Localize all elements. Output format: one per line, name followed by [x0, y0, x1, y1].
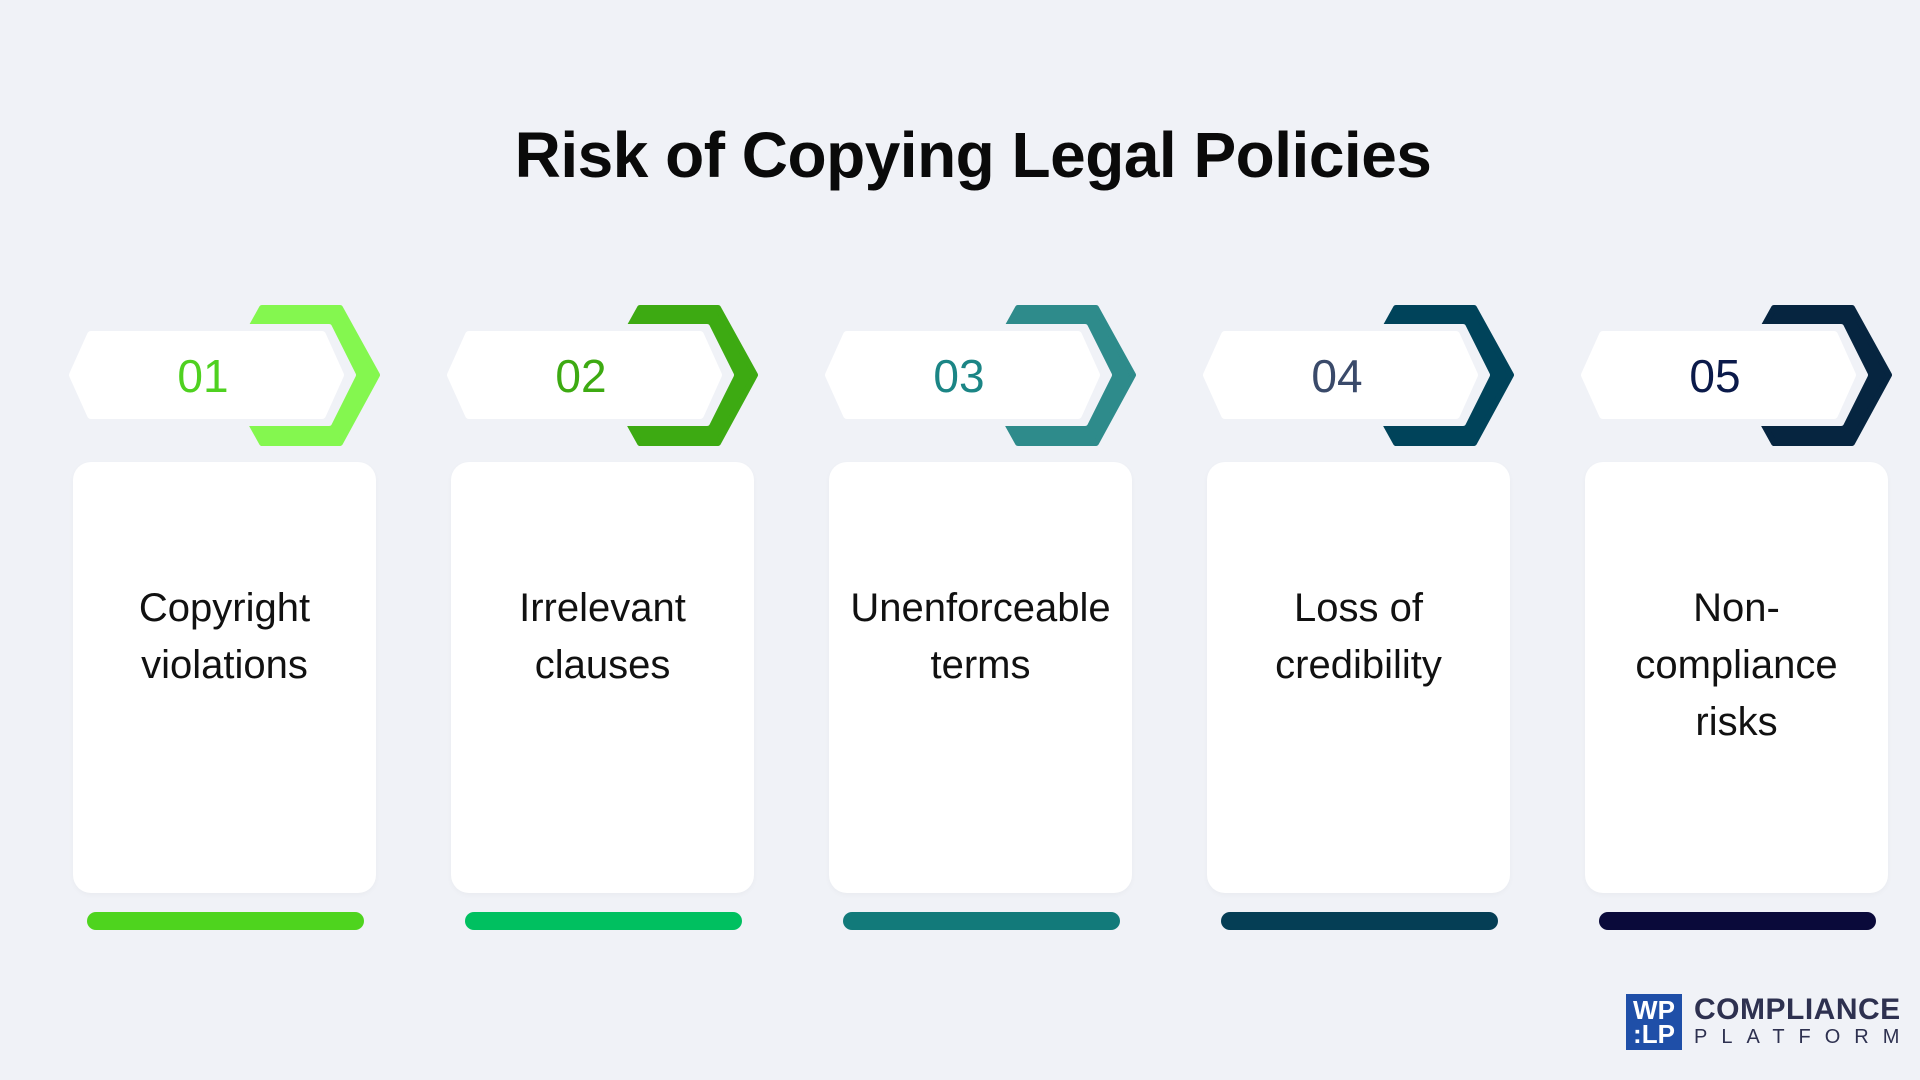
chevron-badge	[69, 305, 380, 446]
step-card: Copyright violations	[73, 462, 376, 893]
step-bar	[87, 912, 364, 930]
step-card: Loss of credibility	[1207, 462, 1510, 893]
step-card: Irrelevant clauses	[451, 462, 754, 893]
number-hexagon	[1581, 331, 1856, 419]
step-2: 02 Irrelevant clauses	[447, 0, 829, 1080]
number-hexagon	[447, 331, 722, 419]
chevron-badge	[1203, 305, 1514, 446]
step-3: 03 Unenforceable terms	[825, 0, 1207, 1080]
step-label: Copyright violations	[138, 586, 311, 687]
number-hexagon	[1203, 331, 1478, 419]
logo: WP :LP COMPLIANCE PLATFORM	[1626, 993, 1913, 1051]
step-bar	[1221, 912, 1498, 930]
logo-name: COMPLIANCE	[1694, 993, 1901, 1026]
step-number: 04	[1311, 350, 1363, 402]
chevron-badge	[825, 305, 1136, 446]
step-label: Unenforceable terms	[850, 586, 1111, 687]
step-bar	[1599, 912, 1876, 930]
logo-subname: PLATFORM	[1694, 1026, 1914, 1048]
step-number: 01	[177, 350, 229, 402]
step-4: 04 Loss of credibility	[1203, 0, 1585, 1080]
step-1: 01 Copyright violations	[69, 0, 451, 1080]
step-number: 03	[933, 350, 985, 402]
number-hexagon	[825, 331, 1100, 419]
step-number: 02	[555, 350, 607, 402]
step-bar	[843, 912, 1120, 930]
step-bar	[465, 912, 742, 930]
chevron-badge	[447, 305, 758, 446]
step-5: 05 Non-compliance risks	[1581, 0, 1920, 1080]
logo-mark: WP :LP	[1626, 994, 1682, 1050]
step-number: 05	[1689, 350, 1741, 402]
step-label: Non-compliance risks	[1635, 586, 1838, 744]
step-card: Non-compliance risks	[1585, 462, 1888, 893]
step-card: Unenforceable terms	[829, 462, 1132, 893]
step-label: Loss of credibility	[1275, 586, 1442, 687]
step-label: Irrelevant clauses	[519, 586, 686, 687]
page-title: Risk of Copying Legal Policies	[514, 119, 1432, 191]
chevron-badge	[1581, 305, 1892, 446]
number-hexagon	[69, 331, 344, 419]
